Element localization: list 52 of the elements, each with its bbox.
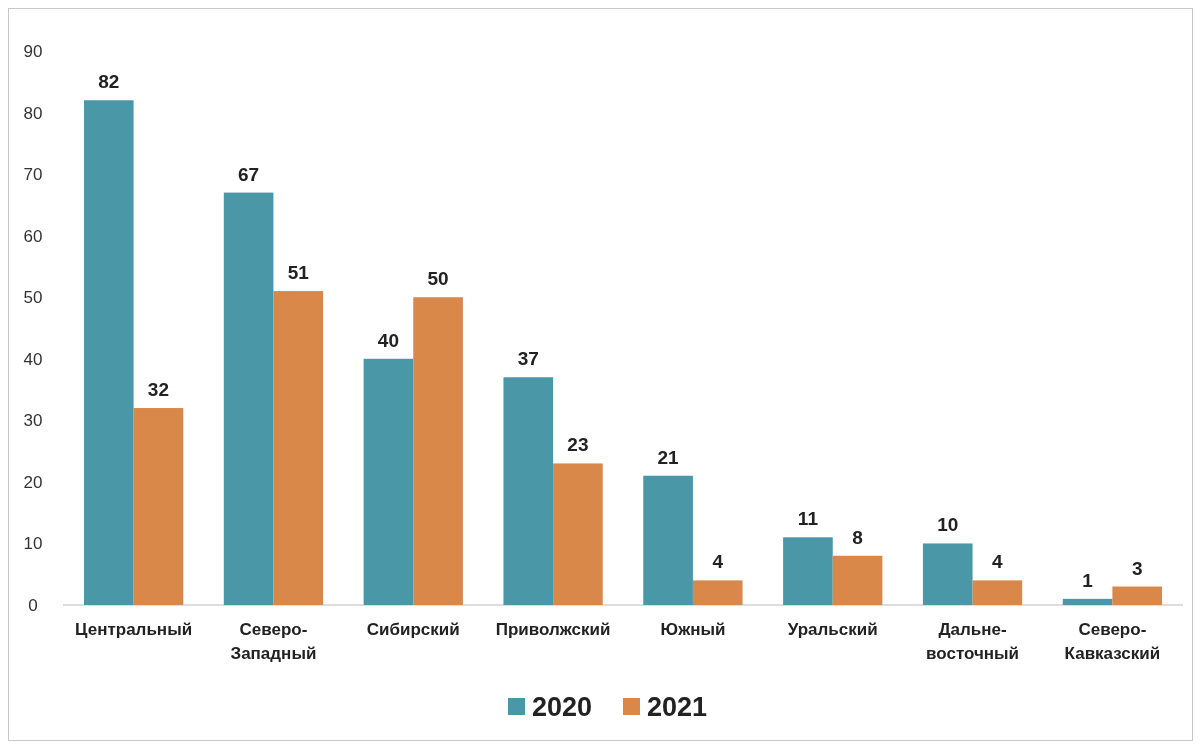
bar (972, 580, 1023, 605)
bar (223, 192, 274, 605)
data-label: 37 (517, 348, 539, 370)
x-tick-label: Дальне-восточный (926, 620, 1020, 663)
y-tick-label: 20 (23, 472, 43, 492)
bar (273, 291, 324, 605)
bar (503, 377, 554, 605)
legend-label: 2020 (532, 692, 593, 723)
bar (83, 100, 134, 605)
y-tick-label: 40 (23, 349, 43, 369)
y-tick-label: 30 (23, 411, 43, 431)
bar (832, 555, 883, 605)
y-tick-label: 90 (23, 41, 43, 61)
bar (133, 408, 184, 605)
x-tick-label: Центральный (75, 620, 193, 639)
y-tick-label: 10 (23, 534, 43, 554)
bar (783, 537, 833, 605)
x-tick-label: Северо-Западный (230, 620, 317, 663)
x-tick-label: Северо-Кавказский (1064, 620, 1161, 663)
data-label: 4 (992, 551, 1004, 573)
bar (1112, 586, 1163, 605)
y-tick-label: 60 (23, 226, 43, 246)
x-tick-label: Южный (660, 620, 726, 639)
bar (692, 580, 743, 605)
bar (1062, 598, 1113, 605)
y-tick-label: 0 (28, 595, 38, 615)
bar (553, 463, 603, 605)
data-label: 82 (98, 71, 120, 93)
data-label: 67 (238, 163, 260, 185)
data-label: 40 (377, 329, 400, 351)
data-label: 50 (427, 268, 449, 290)
data-label: 51 (287, 262, 310, 284)
x-tick-label: Уральский (787, 620, 878, 639)
legend-label: 2021 (647, 692, 708, 723)
bar (643, 475, 693, 605)
data-label: 3 (1131, 557, 1143, 579)
data-label: 21 (657, 446, 680, 468)
data-label: 4 (712, 551, 724, 573)
y-tick-label: 70 (23, 165, 43, 185)
data-label: 23 (567, 434, 589, 456)
x-tick-label: Сибирский (366, 620, 460, 639)
y-tick-label: 80 (23, 103, 43, 123)
data-label: 32 (147, 379, 169, 401)
data-label: 1 (1082, 569, 1094, 591)
bar (413, 297, 463, 605)
bar (363, 358, 414, 605)
y-tick-label: 50 (23, 288, 43, 308)
data-label: 11 (797, 508, 819, 530)
data-label: 8 (852, 526, 863, 548)
data-label: 10 (937, 514, 959, 536)
bar (922, 543, 973, 605)
x-tick-label: Приволжский (495, 620, 611, 639)
